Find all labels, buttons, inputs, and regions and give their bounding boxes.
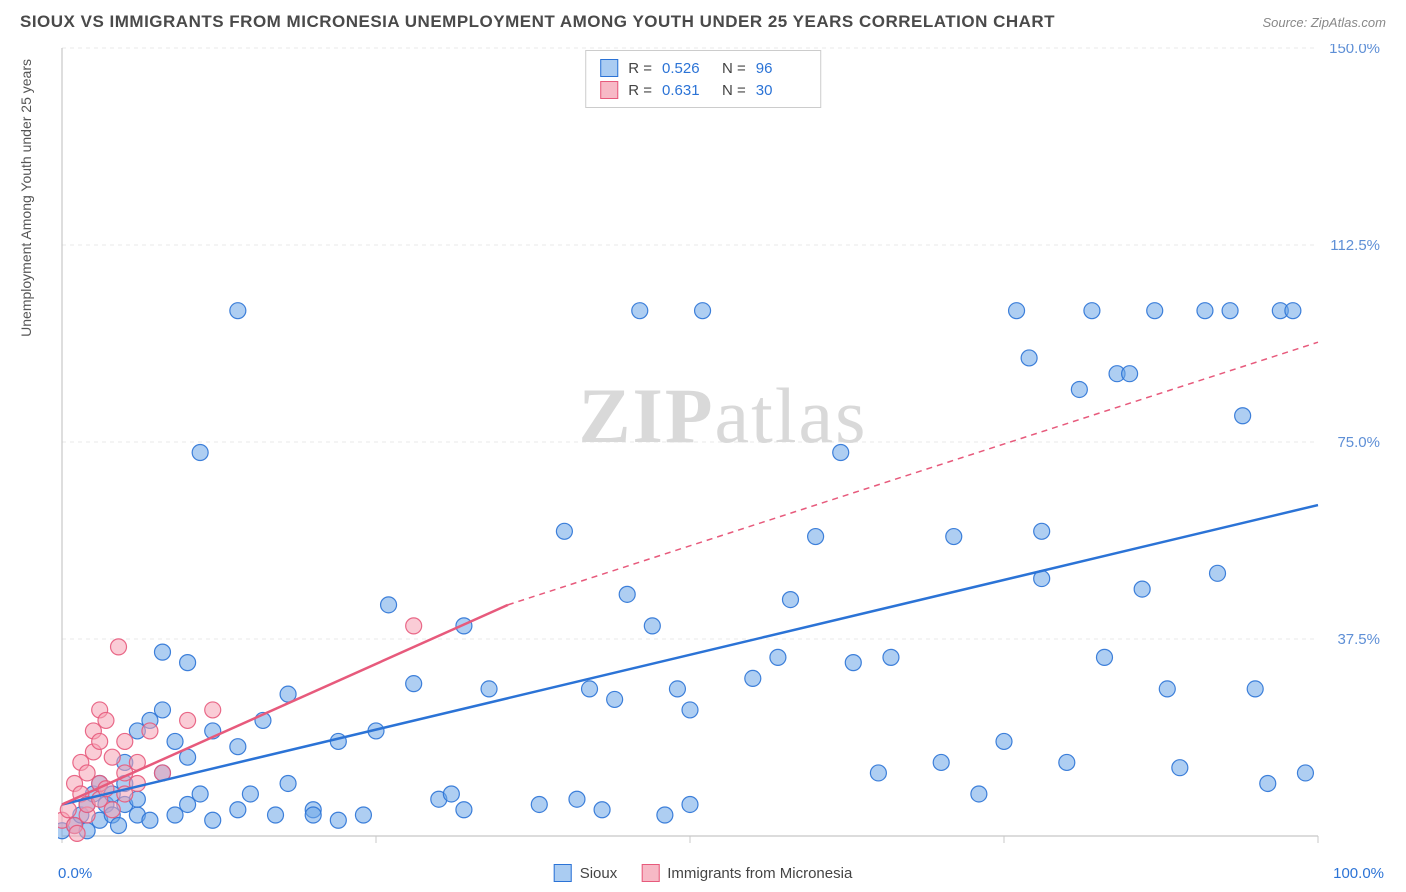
legend-label: Immigrants from Micronesia bbox=[667, 865, 852, 882]
n-value: 30 bbox=[756, 82, 806, 99]
legend-item: Sioux bbox=[554, 864, 618, 882]
svg-text:150.0%: 150.0% bbox=[1329, 44, 1380, 57]
r-value: 0.631 bbox=[662, 82, 712, 99]
stats-row: R = 0.631 N = 30 bbox=[600, 79, 806, 101]
chart-title: SIOUX VS IMMIGRANTS FROM MICRONESIA UNEM… bbox=[20, 12, 1055, 32]
scatter-plot: 37.5% 75.0% 112.5% 150.0% bbox=[58, 44, 1388, 852]
n-label: N = bbox=[722, 60, 746, 77]
legend-swatch bbox=[641, 864, 659, 882]
series-legend: Sioux Immigrants from Micronesia bbox=[554, 864, 853, 882]
legend-label: Sioux bbox=[580, 865, 618, 882]
legend-swatch bbox=[554, 864, 572, 882]
stats-legend: R = 0.526 N = 96 R = 0.631 N = 30 bbox=[585, 50, 821, 108]
n-label: N = bbox=[722, 82, 746, 99]
chart-area: Unemployment Among Youth under 25 years … bbox=[58, 44, 1388, 852]
x-axis-min-label: 0.0% bbox=[58, 865, 92, 882]
n-value: 96 bbox=[756, 60, 806, 77]
source-text: Source: ZipAtlas.com bbox=[1262, 15, 1386, 30]
svg-text:37.5%: 37.5% bbox=[1337, 631, 1380, 648]
legend-swatch bbox=[600, 59, 618, 77]
x-axis-max-label: 100.0% bbox=[1333, 865, 1384, 882]
y-axis-label: Unemployment Among Youth under 25 years bbox=[18, 59, 34, 337]
legend-item: Immigrants from Micronesia bbox=[641, 864, 852, 882]
svg-text:75.0%: 75.0% bbox=[1337, 434, 1380, 451]
r-label: R = bbox=[628, 82, 652, 99]
r-value: 0.526 bbox=[662, 60, 712, 77]
stats-row: R = 0.526 N = 96 bbox=[600, 57, 806, 79]
svg-text:112.5%: 112.5% bbox=[1330, 237, 1380, 254]
legend-swatch bbox=[600, 81, 618, 99]
r-label: R = bbox=[628, 60, 652, 77]
